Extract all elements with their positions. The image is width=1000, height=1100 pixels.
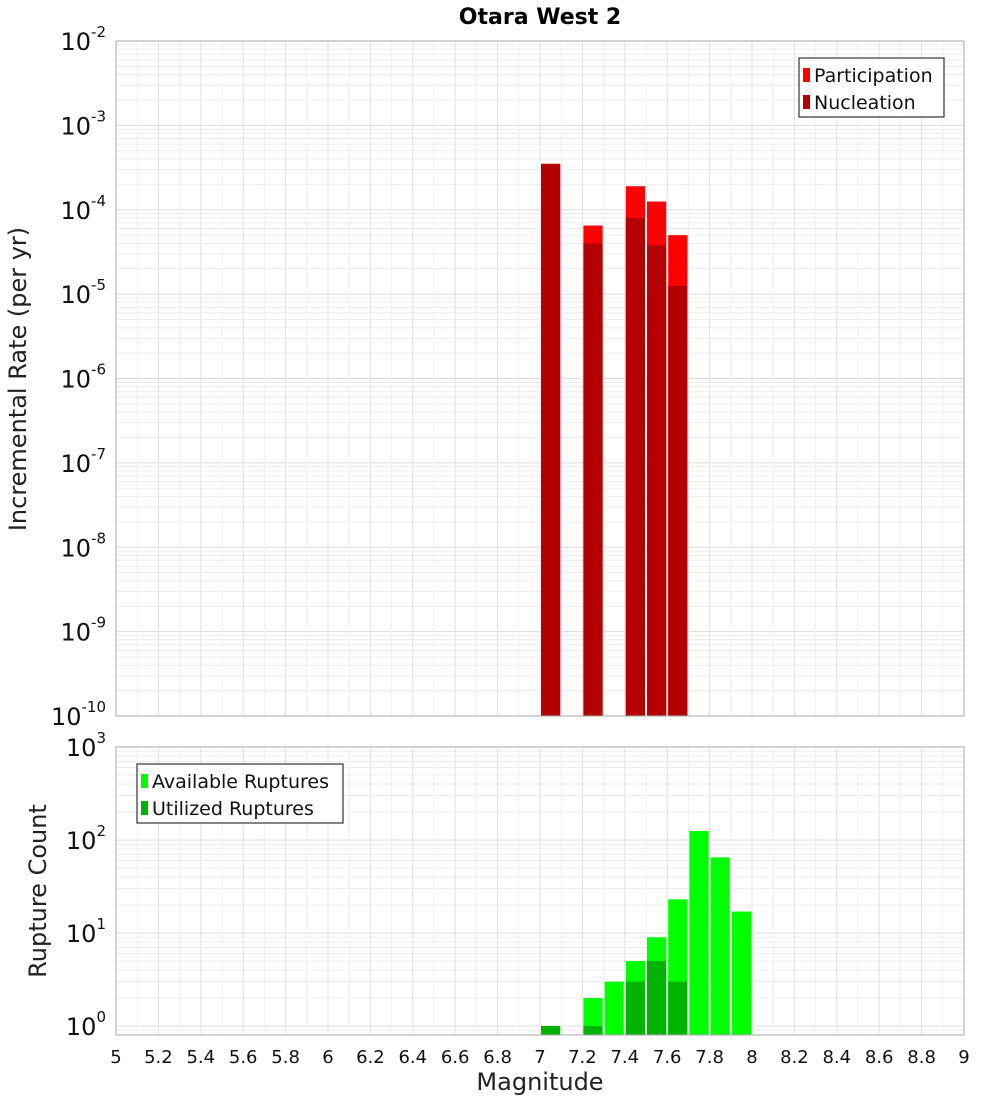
bottom-bar (583, 1025, 603, 1035)
bottom-plot-frame (115, 746, 965, 1036)
top-y-tick-label: 10-9 (60, 614, 106, 647)
bottom-bar (731, 911, 751, 1035)
bottom-x-tick-label: 7.6 (653, 1047, 682, 1068)
rate-plot: 10-10 10-9 10-8 10-7 10-6 10-5 10-4 10-3 10-2 Par… (51, 23, 965, 731)
top-y-tick-exponent: -9 (91, 614, 106, 632)
top-y-tick-label: 10-5 (60, 276, 106, 309)
bottom-x-tick-label: 5.4 (186, 1047, 215, 1068)
bottom-legend-label: Available Ruptures (152, 771, 329, 793)
bottom-bar (710, 857, 730, 1035)
bottom-bar (625, 981, 645, 1035)
x-axis-label: Magnitude (476, 1068, 603, 1096)
bottom-x-tick-label: 5.2 (144, 1047, 173, 1068)
bottom-x-tick-label: 5.6 (229, 1047, 258, 1068)
top-legend-swatch (803, 68, 810, 82)
bottom-x-tick-label: 5 (110, 1047, 121, 1068)
top-plot-frame (115, 40, 965, 717)
top-legend-label: Participation (814, 65, 933, 87)
bottom-y-tick-exponent: 2 (96, 822, 106, 840)
top-series-2 (541, 163, 688, 717)
top-y-tick-exponent: -5 (91, 276, 106, 294)
bottom-legend-swatch (141, 801, 148, 815)
bottom-x-tick-label: 8.2 (780, 1047, 809, 1068)
bottom-x-tick-label: 6.4 (398, 1047, 427, 1068)
bottom-x-tick-label: 8 (746, 1047, 757, 1068)
bottom-x-tick-label: 7.4 (610, 1047, 639, 1068)
top-y-tick-label: 10-4 (60, 192, 106, 225)
chart-title: Otara West 2 (459, 5, 621, 30)
top-bar (647, 245, 667, 717)
bottom-bar (541, 1025, 561, 1035)
bottom-bar (604, 981, 624, 1035)
bottom-y-tick-label: 101 (66, 915, 106, 948)
top-y-tick-label: 10-7 (60, 445, 106, 478)
top-legend-label: Nucleation (814, 92, 916, 114)
top-bar (541, 163, 561, 717)
top-grid (115, 40, 965, 717)
bottom-bar (689, 830, 709, 1035)
top-y-tick-exponent: -2 (91, 23, 106, 41)
bottom-legend: Available Ruptures Utilized Ruptures (136, 763, 344, 824)
bottom-bar (583, 997, 603, 1035)
bottom-y-tick-exponent: 1 (96, 915, 106, 933)
top-y-axis-label: Incremental Rate (per yr) (4, 227, 32, 531)
bottom-y-tick-label: 102 (66, 822, 106, 855)
top-y-tick-label: 10-3 (60, 107, 106, 140)
top-y-tick-exponent: -6 (91, 361, 106, 379)
top-y-tick-exponent: -10 (82, 698, 107, 716)
bottom-x-tick-label: 6.6 (441, 1047, 470, 1068)
top-y-tick-exponent: -8 (91, 529, 106, 547)
top-y-tick-label: 10-2 (60, 23, 106, 56)
bottom-y-tick-label: 100 (66, 1008, 106, 1041)
bottom-x-tick-label: 8.4 (822, 1047, 851, 1068)
bottom-x-tick-label: 6 (322, 1047, 333, 1068)
bottom-bar (647, 960, 667, 1035)
bottom-x-tick-label: 9 (958, 1047, 969, 1068)
bottom-x-tick-label: 7.2 (568, 1047, 597, 1068)
top-legend-box (798, 57, 945, 118)
bottom-x-tick-label: 7 (534, 1047, 545, 1068)
top-y-tick-exponent: -3 (91, 107, 106, 125)
bottom-x-tick-label: 8.6 (865, 1047, 894, 1068)
bottom-series-2 (541, 960, 688, 1035)
top-legend: Participation Nucleation (798, 57, 945, 118)
top-bar (668, 285, 688, 716)
top-y-tick-label: 10-6 (60, 361, 106, 394)
bottom-x-tick-label: 8.8 (907, 1047, 936, 1068)
bottom-bar (668, 981, 688, 1035)
bottom-legend-swatch (141, 774, 148, 788)
bottom-y-tick-exponent: 3 (96, 729, 106, 747)
top-y-tick-exponent: -7 (91, 445, 106, 463)
top-bar (583, 243, 603, 717)
bottom-legend-box (136, 763, 344, 824)
bottom-x-tick-label: 6.2 (356, 1047, 385, 1068)
bottom-y-tick-exponent: 0 (96, 1008, 106, 1026)
bottom-legend-label: Utilized Ruptures (152, 798, 314, 820)
bottom-x-tick-label: 7.8 (695, 1047, 724, 1068)
top-y-tick-label: 10-10 (51, 698, 106, 731)
bottom-x-tick-label: 5.8 (271, 1047, 300, 1068)
bottom-y-axis-label: Rupture Count (24, 804, 52, 978)
bottom-x-tick-label: 6.8 (483, 1047, 512, 1068)
top-legend-swatch (803, 95, 810, 109)
top-y-tick-exponent: -4 (91, 192, 106, 210)
top-bar (625, 217, 645, 716)
bottom-y-tick-label: 103 (66, 729, 106, 762)
top-y-tick-label: 10-8 (60, 529, 106, 562)
